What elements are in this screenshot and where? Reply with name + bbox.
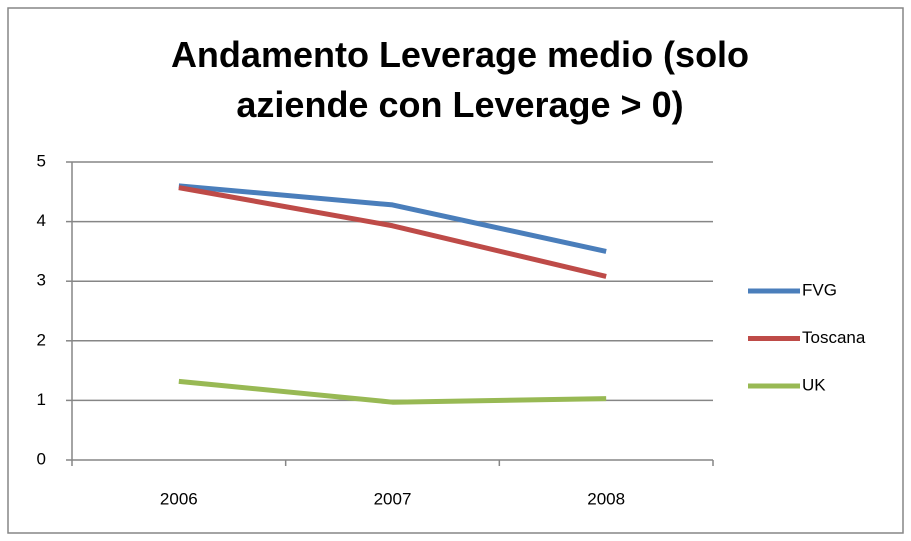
chart-title: Andamento Leverage medio (solo aziende c… [170, 34, 750, 125]
x-tick-label: 2006 [160, 489, 198, 508]
legend-label: UK [802, 375, 826, 394]
y-tick-label: 5 [37, 151, 46, 170]
y-tick-label: 4 [37, 211, 46, 230]
y-tick-label: 3 [37, 271, 46, 290]
x-tick-label: 2007 [374, 489, 412, 508]
y-tick-label: 2 [37, 330, 46, 349]
series-line [178, 185, 607, 279]
x-tick-label: 2008 [587, 489, 625, 508]
legend-label: FVG [802, 280, 837, 299]
legend-label: Toscana [802, 328, 866, 347]
y-tick-label: 0 [37, 449, 46, 468]
chart-border [7, 7, 904, 534]
series-line [178, 183, 607, 254]
series-line [178, 378, 607, 405]
y-tick-label: 1 [37, 390, 46, 409]
